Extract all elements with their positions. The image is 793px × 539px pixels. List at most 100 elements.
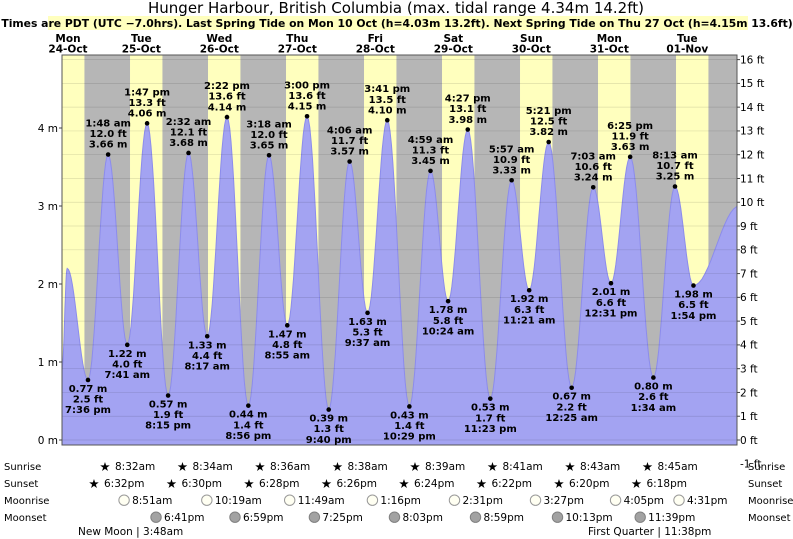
moonset-icon	[308, 511, 321, 523]
tide-annotation: 9:40 pm	[306, 435, 352, 446]
day-label-weekday: Tue	[677, 33, 698, 45]
tide-extreme-dot	[224, 114, 230, 120]
tide-extreme-dot	[384, 117, 390, 123]
tide-annotation: 3.57 m	[330, 147, 369, 158]
sunrise-icon: ★	[642, 459, 653, 474]
day-label-date: 28-Oct	[356, 44, 395, 56]
moonset-time: 8:59pm	[483, 512, 523, 524]
sunrise-icon: ★	[177, 459, 188, 474]
sunset-icon: ★	[166, 476, 177, 491]
tide-extreme-dot	[590, 184, 596, 190]
sunrise-time: 8:36am	[270, 461, 310, 473]
moonset-row-label-right: Moonset	[748, 513, 791, 524]
tide-annotation: 11.3 ft	[412, 146, 450, 157]
moonset-time: 6:41pm	[164, 512, 204, 524]
tide-annotation: 3:41 pm	[364, 84, 410, 95]
feet-axis-label: 4 ft	[740, 340, 758, 352]
tide-annotation: 4:59 am	[408, 135, 454, 146]
tide-annotation: 10:29 pm	[383, 432, 436, 443]
tide-extreme-dot	[124, 342, 130, 348]
moonrise-time: 10:19am	[215, 495, 262, 507]
day-label-weekday: Sun	[520, 33, 543, 45]
tide-annotation: 1.78 m	[429, 305, 468, 316]
tide-annotation: 3.66 m	[89, 140, 128, 151]
tide-annotation: 0.77 m	[69, 384, 108, 395]
tide-annotation: 1.33 m	[188, 340, 227, 351]
tide-extreme-dot	[608, 280, 614, 286]
sunset-time: 6:22pm	[492, 478, 532, 490]
tide-extreme-dot	[407, 404, 412, 409]
day-label-date: 01-Nov	[666, 44, 708, 56]
moonset-icon	[551, 511, 564, 523]
sunrise-time: 8:45am	[658, 461, 698, 473]
moonset-icon	[469, 511, 482, 523]
sunset-time: 6:24pm	[414, 478, 454, 490]
feet-axis-label: 7 ft	[740, 268, 758, 280]
tide-annotation: 3.24 m	[574, 172, 613, 183]
sunset-icon: ★	[631, 476, 642, 491]
tide-annotation: 1:34 am	[631, 403, 677, 414]
feet-axis-label: 12 ft	[740, 150, 764, 162]
tide-annotation: 7:03 am	[570, 151, 616, 162]
new-moon-text: New Moon | 3:48am	[78, 526, 183, 538]
moonrise-row-label-left: Moonrise	[4, 496, 49, 507]
day-label-date: 30-Oct	[512, 44, 551, 56]
tide-extreme-dot	[465, 127, 471, 132]
tide-annotation: 3.82 m	[529, 127, 568, 138]
feet-axis-label: 16 ft	[740, 54, 764, 66]
tide-annotation: 12.5 ft	[530, 117, 568, 128]
tide-annotation: 1.92 m	[510, 294, 549, 305]
tide-annotation: 11:21 am	[503, 315, 555, 326]
tide-annotation: 0.67 m	[552, 392, 591, 403]
tide-annotation: 10.6 ft	[575, 162, 613, 173]
tide-extreme-dot	[347, 159, 352, 164]
sunset-time: 6:20pm	[569, 478, 609, 490]
sunrise-row-label-right: Sunrise	[748, 462, 785, 473]
tide-annotation: 3.25 m	[656, 172, 695, 183]
moonrise-time: 2:31pm	[462, 495, 502, 507]
tide-annotation: 4.0 ft	[112, 359, 143, 370]
tide-annotation: 9:37 am	[345, 338, 391, 349]
tide-annotation: 13.5 ft	[369, 95, 407, 106]
moonrise-icon	[609, 494, 622, 506]
tide-annotation: 13.6 ft	[288, 91, 326, 102]
moonrise-time: 11:49am	[298, 495, 345, 507]
tide-annotation: 0.80 m	[634, 382, 673, 393]
day-label-weekday: Fri	[368, 33, 383, 45]
moonrise-row-label-right: Moonrise	[748, 496, 793, 507]
tide-extreme-dot	[365, 310, 370, 316]
tide-extreme-dot	[627, 154, 633, 160]
tide-annotation: 5:57 am	[489, 144, 535, 155]
tide-annotation: 1.47 m	[268, 329, 307, 340]
tide-annotation: 10.7 ft	[656, 161, 694, 172]
feet-axis-label: 1 ft	[740, 411, 758, 423]
tide-extreme-dot	[284, 323, 290, 328]
tide-annotation: 10.9 ft	[493, 155, 531, 166]
tide-extreme-dot	[85, 377, 91, 383]
feet-axis-label: 8 ft	[740, 245, 758, 257]
tide-annotation: 4.15 m	[288, 102, 327, 113]
moonset-icon	[634, 511, 646, 523]
day-label-weekday: Mon	[55, 33, 80, 45]
day-label-date: 24-Oct	[48, 44, 87, 56]
tide-annotation: 2.01 m	[592, 287, 631, 298]
tide-annotation: 2:32 am	[166, 117, 212, 128]
tide-annotation: 4.8 ft	[272, 340, 303, 351]
tide-annotation: 10:24 am	[422, 326, 474, 337]
sunrise-icon: ★	[99, 459, 110, 474]
feet-axis-label: 3 ft	[740, 363, 758, 375]
tide-annotation: 1.63 m	[348, 317, 387, 328]
tide-annotation: 3.45 m	[411, 156, 450, 167]
tide-annotation: 2.6 ft	[638, 392, 669, 403]
first-quarter-text: First Quarter | 11:38pm	[588, 526, 711, 538]
chart-subtitle: Times are PDT (UTC −7.0hrs). Last Spring…	[1, 17, 792, 30]
tide-annotation: 1.4 ft	[233, 420, 264, 431]
tide-annotation: 12.0 ft	[90, 129, 128, 140]
meter-axis-label: 0 m	[38, 435, 58, 447]
tide-annotation: 2.5 ft	[73, 395, 104, 406]
feet-axis-label: 14 ft	[740, 102, 764, 114]
tide-annotation: 5.3 ft	[352, 327, 383, 338]
tide-annotation: 2.2 ft	[556, 402, 587, 413]
moonrise-time: 4:05pm	[624, 495, 664, 507]
tide-extreme-dot	[246, 403, 251, 408]
